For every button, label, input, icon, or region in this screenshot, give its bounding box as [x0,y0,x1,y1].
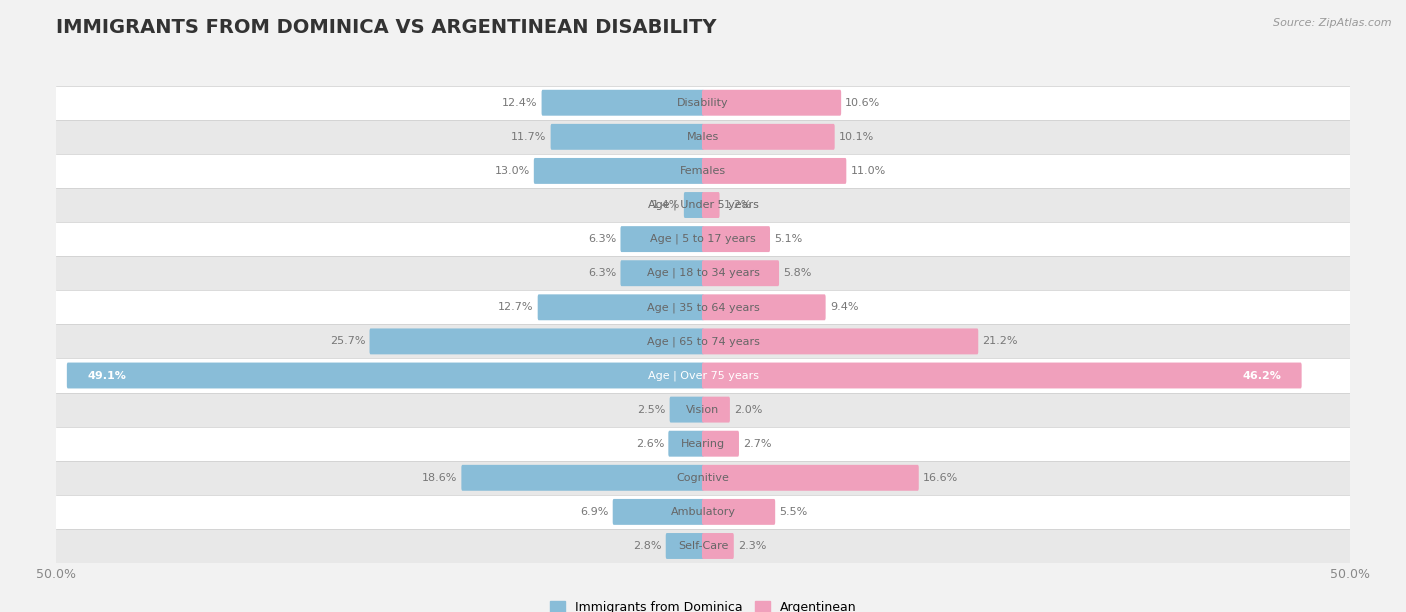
Text: IMMIGRANTS FROM DOMINICA VS ARGENTINEAN DISABILITY: IMMIGRANTS FROM DOMINICA VS ARGENTINEAN … [56,18,717,37]
Text: Hearing: Hearing [681,439,725,449]
FancyBboxPatch shape [702,397,730,422]
FancyBboxPatch shape [668,431,704,457]
Bar [56,222,1350,256]
FancyBboxPatch shape [702,226,770,252]
FancyBboxPatch shape [613,499,704,525]
Bar [56,392,1350,427]
Text: Age | 35 to 64 years: Age | 35 to 64 years [647,302,759,313]
Text: Age | 65 to 74 years: Age | 65 to 74 years [647,336,759,346]
FancyBboxPatch shape [702,533,734,559]
FancyBboxPatch shape [541,90,704,116]
Text: Males: Males [688,132,718,142]
FancyBboxPatch shape [537,294,704,320]
FancyBboxPatch shape [702,499,775,525]
Bar [56,290,1350,324]
FancyBboxPatch shape [666,533,704,559]
Text: Disability: Disability [678,98,728,108]
Text: 2.3%: 2.3% [738,541,766,551]
Text: 5.8%: 5.8% [783,268,811,278]
FancyBboxPatch shape [702,90,841,116]
FancyBboxPatch shape [370,329,704,354]
Text: 9.4%: 9.4% [830,302,858,312]
Text: 1.2%: 1.2% [724,200,752,210]
Text: 5.5%: 5.5% [779,507,807,517]
Text: Source: ZipAtlas.com: Source: ZipAtlas.com [1274,18,1392,28]
Text: Age | 18 to 34 years: Age | 18 to 34 years [647,268,759,278]
FancyBboxPatch shape [461,465,704,491]
FancyBboxPatch shape [669,397,704,422]
Text: Vision: Vision [686,405,720,414]
Text: 6.3%: 6.3% [588,268,616,278]
FancyBboxPatch shape [702,158,846,184]
Text: 10.1%: 10.1% [839,132,875,142]
Text: 2.5%: 2.5% [637,405,665,414]
FancyBboxPatch shape [702,465,918,491]
FancyBboxPatch shape [702,124,835,150]
Text: 46.2%: 46.2% [1243,370,1281,381]
Bar [56,86,1350,120]
Text: 49.1%: 49.1% [87,370,127,381]
Text: 5.1%: 5.1% [775,234,803,244]
Text: Age | 5 to 17 years: Age | 5 to 17 years [650,234,756,244]
Text: 6.9%: 6.9% [581,507,609,517]
Text: 2.0%: 2.0% [734,405,762,414]
Text: Age | Over 75 years: Age | Over 75 years [648,370,758,381]
Bar [56,154,1350,188]
FancyBboxPatch shape [702,431,740,457]
Legend: Immigrants from Dominica, Argentinean: Immigrants from Dominica, Argentinean [544,596,862,612]
Text: 18.6%: 18.6% [422,473,457,483]
Text: 11.7%: 11.7% [512,132,547,142]
Bar [56,529,1350,563]
Text: 11.0%: 11.0% [851,166,886,176]
Bar [56,461,1350,495]
FancyBboxPatch shape [67,362,704,389]
FancyBboxPatch shape [702,192,720,218]
FancyBboxPatch shape [702,260,779,286]
FancyBboxPatch shape [702,362,1302,389]
Text: 21.2%: 21.2% [983,337,1018,346]
Text: 2.7%: 2.7% [744,439,772,449]
Bar [56,359,1350,392]
Bar [56,256,1350,290]
Text: 13.0%: 13.0% [495,166,530,176]
Bar [56,120,1350,154]
Bar [56,188,1350,222]
FancyBboxPatch shape [620,260,704,286]
FancyBboxPatch shape [534,158,704,184]
Text: 25.7%: 25.7% [330,337,366,346]
Bar [56,427,1350,461]
Text: Cognitive: Cognitive [676,473,730,483]
Text: 12.7%: 12.7% [498,302,533,312]
Text: Ambulatory: Ambulatory [671,507,735,517]
Text: 2.6%: 2.6% [636,439,664,449]
Text: 10.6%: 10.6% [845,98,880,108]
Text: Females: Females [681,166,725,176]
Text: Self-Care: Self-Care [678,541,728,551]
Bar [56,495,1350,529]
Bar [56,324,1350,359]
Text: 12.4%: 12.4% [502,98,537,108]
FancyBboxPatch shape [683,192,704,218]
Text: Age | Under 5 years: Age | Under 5 years [648,200,758,211]
FancyBboxPatch shape [551,124,704,150]
FancyBboxPatch shape [702,329,979,354]
FancyBboxPatch shape [620,226,704,252]
Text: 16.6%: 16.6% [922,473,957,483]
Text: 2.8%: 2.8% [633,541,662,551]
FancyBboxPatch shape [702,294,825,320]
Text: 1.4%: 1.4% [651,200,679,210]
Text: 6.3%: 6.3% [588,234,616,244]
